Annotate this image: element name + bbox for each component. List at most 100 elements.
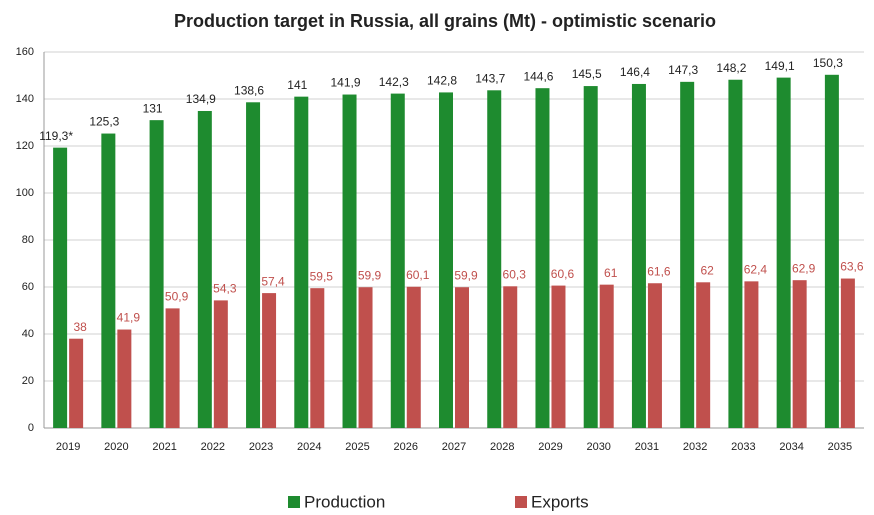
value-label: 60,1 xyxy=(406,268,430,282)
value-label: 125,3 xyxy=(89,115,119,129)
bar xyxy=(776,77,791,429)
bar xyxy=(358,287,373,428)
value-label: 142,8 xyxy=(427,74,457,88)
bar xyxy=(728,79,743,428)
bar xyxy=(342,94,357,428)
y-tick-label: 120 xyxy=(16,140,34,152)
bar xyxy=(406,286,421,428)
value-label: 59,9 xyxy=(358,268,382,282)
bar xyxy=(69,338,84,428)
bar xyxy=(792,280,807,428)
value-label: 119,3* xyxy=(39,129,73,143)
bar xyxy=(439,92,453,429)
bar xyxy=(294,96,309,429)
x-tick-label: 2026 xyxy=(394,441,418,453)
y-tick-label: 140 xyxy=(16,93,34,105)
bar xyxy=(53,147,68,428)
value-label: 38 xyxy=(73,320,87,334)
bar xyxy=(631,83,646,429)
x-tick-label: 2033 xyxy=(731,441,755,453)
bar xyxy=(117,329,132,428)
legend-swatch xyxy=(515,496,527,508)
value-label: 62,9 xyxy=(792,261,816,275)
y-tick-label: 20 xyxy=(22,375,34,387)
value-label: 138,6 xyxy=(234,83,264,97)
x-tick-label: 2030 xyxy=(586,441,610,453)
value-label: 150,3 xyxy=(813,56,843,70)
value-label: 146,4 xyxy=(620,65,650,79)
bar xyxy=(149,120,164,429)
value-label: 145,5 xyxy=(572,67,602,81)
bar xyxy=(840,278,855,428)
x-tick-label: 2022 xyxy=(201,441,225,453)
legend-label: Exports xyxy=(531,492,589,511)
bar xyxy=(213,300,228,428)
y-tick-label: 60 xyxy=(22,281,34,293)
legend-swatch xyxy=(288,496,300,508)
bar xyxy=(503,286,518,428)
x-tick-label: 2021 xyxy=(152,441,176,453)
bar xyxy=(680,81,695,428)
value-label: 59,5 xyxy=(310,269,334,283)
bar xyxy=(246,102,261,428)
bar xyxy=(551,285,566,428)
bar xyxy=(310,288,325,428)
value-label: 148,2 xyxy=(716,61,746,75)
bar xyxy=(583,86,598,428)
value-label: 131 xyxy=(143,101,163,115)
value-label: 59,9 xyxy=(454,268,478,282)
bar xyxy=(824,74,839,429)
bar xyxy=(744,281,759,428)
value-label: 61,6 xyxy=(647,264,671,278)
x-tick-label: 2029 xyxy=(538,441,562,453)
bar xyxy=(599,284,614,428)
bar xyxy=(165,308,180,428)
value-label: 54,3 xyxy=(213,282,237,296)
bar xyxy=(262,293,277,428)
bar xyxy=(197,110,212,429)
value-label: 57,4 xyxy=(261,274,285,288)
y-tick-label: 160 xyxy=(16,46,34,58)
bar xyxy=(101,133,116,429)
bar xyxy=(535,88,550,428)
x-tick-label: 2020 xyxy=(104,441,128,453)
bar xyxy=(487,90,502,429)
value-label: 141,9 xyxy=(331,76,361,90)
x-tick-label: 2019 xyxy=(56,441,80,453)
value-label: 60,3 xyxy=(503,267,527,281)
value-label: 134,9 xyxy=(186,92,216,106)
value-label: 144,6 xyxy=(523,69,553,83)
x-tick-label: 2031 xyxy=(635,441,659,453)
bar xyxy=(696,282,711,428)
chart-title: Production target in Russia, all grains … xyxy=(174,11,716,31)
x-tick-label: 2027 xyxy=(442,441,466,453)
value-label: 60,6 xyxy=(551,267,575,281)
y-tick-label: 80 xyxy=(22,234,34,246)
x-tick-label: 2032 xyxy=(683,441,707,453)
bar xyxy=(647,283,662,428)
x-tick-label: 2025 xyxy=(345,441,369,453)
value-label: 41,9 xyxy=(117,311,141,325)
x-tick-label: 2024 xyxy=(297,441,321,453)
x-tick-label: 2034 xyxy=(779,441,803,453)
x-tick-label: 2023 xyxy=(249,441,273,453)
value-label: 143,7 xyxy=(475,71,505,85)
y-tick-label: 100 xyxy=(16,187,34,199)
x-tick-label: 2028 xyxy=(490,441,514,453)
bar xyxy=(390,93,405,428)
value-label: 62 xyxy=(700,263,714,277)
y-tick-label: 40 xyxy=(22,328,34,340)
bar xyxy=(455,287,469,428)
value-label: 147,3 xyxy=(668,63,698,77)
legend-label: Production xyxy=(304,492,385,511)
x-tick-label: 2035 xyxy=(828,441,852,453)
value-label: 142,3 xyxy=(379,75,409,89)
value-label: 61 xyxy=(604,266,618,280)
y-tick-label: 0 xyxy=(28,422,34,434)
value-label: 62,4 xyxy=(744,263,768,277)
value-label: 63,6 xyxy=(840,260,864,274)
value-label: 141 xyxy=(287,78,307,92)
value-label: 50,9 xyxy=(165,290,189,304)
value-label: 149,1 xyxy=(765,59,795,73)
